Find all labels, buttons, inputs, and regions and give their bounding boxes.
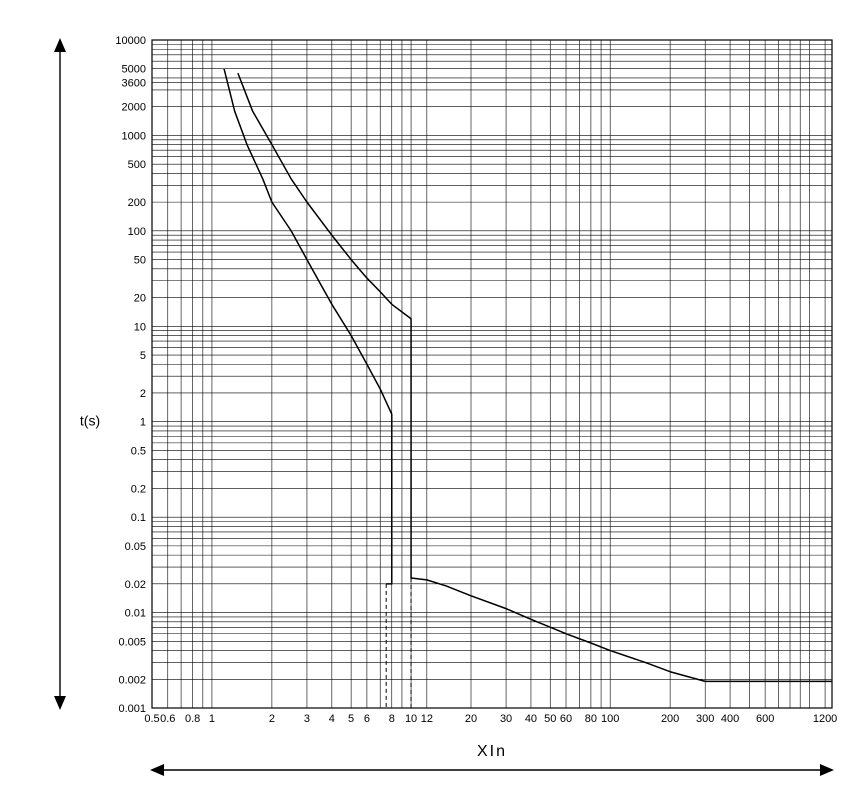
x-tick-label: 0.8 bbox=[185, 713, 200, 725]
y-tick-label: 0.02 bbox=[125, 579, 146, 591]
x-tick-label: 30 bbox=[500, 713, 512, 725]
x-tick-label: 300 bbox=[696, 713, 714, 725]
x-tick-label: 10 bbox=[405, 713, 417, 725]
y-tick-label: 0.5 bbox=[131, 445, 146, 457]
trip-curve-chart: 0.50.60.81234568101220304050608010020030… bbox=[0, 0, 857, 799]
y-tick-label: 0.002 bbox=[118, 674, 146, 686]
x-tick-label: 3 bbox=[304, 713, 310, 725]
y-tick-label: 0.05 bbox=[125, 541, 146, 553]
x-tick-label: 8 bbox=[389, 713, 395, 725]
y-tick-label: 20 bbox=[134, 293, 146, 305]
x-tick-label: 6 bbox=[364, 713, 370, 725]
x-tick-label: 12 bbox=[421, 713, 433, 725]
y-tick-label: 200 bbox=[128, 197, 146, 209]
x-tick-label: 600 bbox=[756, 713, 774, 725]
x-tick-label: 1 bbox=[209, 713, 215, 725]
x-tick-label: 0.5 bbox=[144, 713, 159, 725]
y-tick-label: 5000 bbox=[122, 64, 146, 76]
y-tick-label: 0.005 bbox=[118, 636, 146, 648]
x-tick-label: 40 bbox=[525, 713, 537, 725]
y-tick-label: 5 bbox=[140, 350, 146, 362]
x-tick-label: 200 bbox=[661, 713, 679, 725]
x-tick-label: 1200 bbox=[813, 713, 837, 725]
x-tick-label: 4 bbox=[329, 713, 335, 725]
x-tick-label: 100 bbox=[601, 713, 619, 725]
x-tick-label: 20 bbox=[465, 713, 477, 725]
y-tick-label: 2000 bbox=[122, 102, 146, 114]
y-tick-label: 100 bbox=[128, 226, 146, 238]
y-tick-label: 50 bbox=[134, 255, 146, 267]
x-tick-label: 5 bbox=[348, 713, 354, 725]
x-axis-label: XIn bbox=[477, 743, 507, 760]
y-tick-label: 3600 bbox=[122, 77, 146, 89]
x-tick-label: 50 bbox=[544, 713, 556, 725]
y-tick-label: 0.001 bbox=[118, 703, 146, 715]
y-axis-label: t(s) bbox=[80, 413, 100, 429]
x-tick-label: 2 bbox=[269, 713, 275, 725]
chart-svg: 0.50.60.81234568101220304050608010020030… bbox=[0, 0, 857, 799]
y-tick-label: 1 bbox=[140, 417, 146, 429]
x-tick-label: 80 bbox=[585, 713, 597, 725]
y-tick-label: 10000 bbox=[115, 35, 146, 47]
y-tick-label: 500 bbox=[128, 159, 146, 171]
y-tick-label: 0.01 bbox=[125, 608, 146, 620]
y-tick-label: 2 bbox=[140, 388, 146, 400]
x-tick-label: 400 bbox=[721, 713, 739, 725]
x-tick-label: 60 bbox=[560, 713, 572, 725]
y-tick-label: 0.2 bbox=[131, 483, 146, 495]
x-tick-label: 0.6 bbox=[160, 713, 175, 725]
y-tick-label: 1000 bbox=[122, 130, 146, 142]
y-tick-label: 10 bbox=[134, 321, 146, 333]
y-tick-label: 0.1 bbox=[131, 512, 146, 524]
